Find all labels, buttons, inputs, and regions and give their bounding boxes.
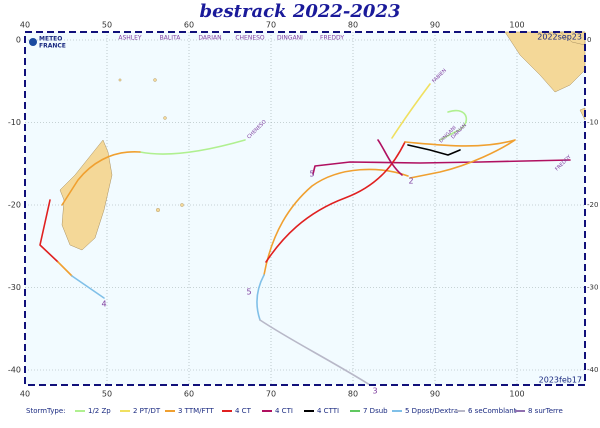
legend-label: 4 CT	[235, 407, 252, 415]
logo: METEO FRANCE	[29, 36, 66, 50]
legend: StormType: 1/2 Zp 2 PT/DT 3 TTM/FTT 4 CT 4 CT…	[26, 407, 563, 415]
ocean	[25, 32, 585, 385]
title: bestrack 2022-2023	[200, 1, 401, 22]
track-number: 3	[372, 387, 377, 396]
track	[263, 168, 409, 276]
legend-label: 6 seComblant	[468, 407, 517, 415]
lat-tick-label: -20	[587, 201, 598, 209]
start-date: 2022sep23	[537, 33, 582, 42]
lon-tick-label: 70	[266, 21, 276, 30]
logo-icon	[29, 38, 37, 46]
legend-label: 4 CTTI	[317, 407, 339, 415]
lon-tick-label: 40	[20, 21, 30, 30]
track	[61, 151, 141, 206]
lat-tick-label: -40	[587, 366, 598, 374]
legend-label: 4 CTI	[275, 407, 293, 415]
legend-label: 3 TTM/FTT	[178, 407, 215, 415]
track	[57, 261, 73, 277]
lat-tick-label: -30	[8, 283, 21, 292]
storm-name: FREDDY	[320, 35, 344, 42]
track	[71, 275, 105, 299]
lon-tick-label: 60	[184, 21, 194, 30]
lon-tick-label: 100	[509, 21, 524, 30]
track	[259, 319, 371, 386]
track	[256, 274, 265, 321]
storm-name: DINGANI	[277, 35, 303, 42]
map-frame	[24, 31, 586, 386]
logo-text: METEO	[39, 36, 62, 43]
small-islands	[118, 78, 184, 212]
track-number: 5	[246, 288, 251, 297]
lon-tick-label: 60	[184, 390, 194, 399]
lon-tick-label: 70	[266, 390, 276, 399]
lat-tick-label: -10	[587, 119, 598, 127]
lon-tick-label: 50	[102, 21, 112, 30]
lat-tick-label: -10	[8, 118, 21, 127]
track-number: 4	[101, 300, 106, 309]
track	[377, 139, 403, 176]
lat-tick-label: -20	[8, 201, 21, 210]
track	[404, 139, 516, 179]
storm-name: ASHLEY	[118, 35, 142, 42]
lon-tick-label: 50	[102, 390, 112, 399]
tracks	[39, 83, 571, 386]
track-number: 2	[408, 177, 413, 186]
lon-tick-label: 90	[430, 21, 440, 30]
logo-text: FRANCE	[39, 43, 66, 50]
track-number: 5	[309, 170, 314, 179]
lat-tick-label: 0	[16, 36, 21, 45]
legend-label: 8 surTerre	[528, 407, 563, 415]
legend-label: 1/2 Zp	[88, 407, 111, 415]
storm-name: CHENESO	[235, 35, 265, 42]
legend-label: 2 PT/DT	[133, 407, 161, 415]
lon-tick-label: 80	[348, 390, 358, 399]
end-date: 2023feb17	[539, 376, 582, 385]
lat-tick-label: -40	[8, 366, 21, 375]
storm-name: BALITA	[160, 35, 182, 42]
lon-tick-label: 100	[509, 390, 524, 399]
track	[265, 141, 406, 263]
madagascar	[59, 139, 113, 251]
legend-label: 5 Dpost/Dextra	[405, 407, 458, 415]
track	[391, 83, 431, 139]
track	[407, 144, 461, 156]
lon-tick-label: 40	[20, 390, 30, 399]
track	[139, 139, 246, 155]
lat-tick-label: -30	[587, 284, 598, 292]
legend-label: 7 Dsub	[363, 407, 388, 415]
track	[39, 199, 59, 263]
legend-title: StormType:	[26, 407, 65, 415]
lon-tick-label: 90	[430, 390, 440, 399]
storm-name: DARIAN	[198, 35, 221, 42]
lat-tick-label: 0	[587, 36, 591, 44]
lon-tick-label: 80	[348, 21, 358, 30]
track	[439, 109, 467, 141]
track	[312, 159, 571, 175]
